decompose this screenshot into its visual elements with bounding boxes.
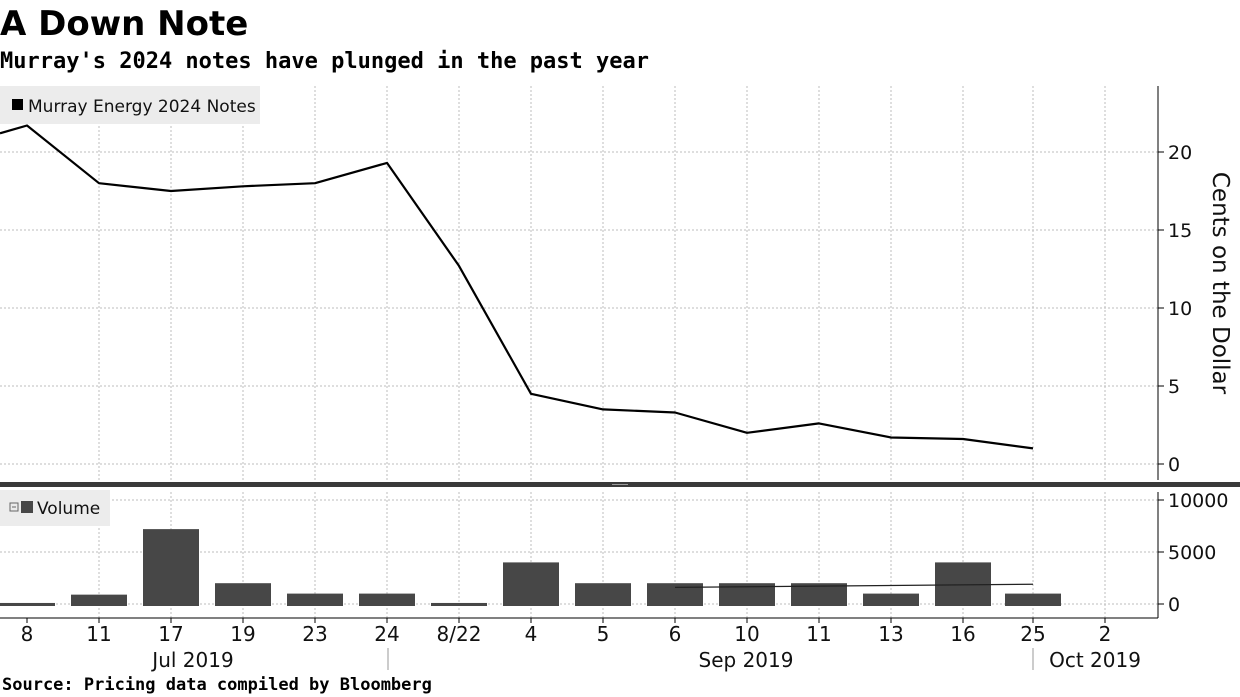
- volume-bar: [215, 583, 271, 606]
- volume-ytick-label: 10000: [1168, 490, 1228, 512]
- price-series-line: [0, 124, 1034, 450]
- month-label: Jul 2019: [150, 648, 233, 672]
- x-tick-label: 11: [806, 622, 831, 646]
- volume-bar: [359, 593, 415, 606]
- volume-bar: [791, 583, 847, 606]
- volume-ytick-label: 0: [1168, 594, 1180, 616]
- x-tick-label: 8/22: [437, 622, 482, 646]
- price-y-axis-label: Cents on the Dollar: [1207, 172, 1233, 395]
- price-ytick-label: 0: [1168, 454, 1180, 476]
- x-tick-label: 13: [878, 622, 903, 646]
- source-note: Source: Pricing data compiled by Bloombe…: [2, 675, 432, 695]
- volume-trend: [674, 583, 1034, 588]
- price-ytick-label: 5: [1168, 376, 1180, 398]
- price-ytick-label: 20: [1168, 142, 1192, 164]
- x-tick-label: 4: [525, 622, 538, 646]
- x-tick-label: 23: [302, 622, 327, 646]
- volume-bar: [719, 583, 775, 606]
- price-legend-box: [0, 86, 260, 124]
- price-ytick-label: 15: [1168, 220, 1192, 242]
- legends: Murray Energy 2024 Notes Volume: [0, 86, 260, 526]
- volume-bar: [863, 593, 919, 606]
- x-tick-label: 16: [950, 622, 975, 646]
- volume-bar: [143, 529, 199, 606]
- x-tick-label: 25: [1020, 622, 1045, 646]
- volume-ytick-label: 5000: [1168, 542, 1216, 564]
- x-tick-label: 24: [374, 622, 399, 646]
- month-label: Sep 2019: [699, 648, 794, 672]
- volume-bar: [575, 583, 631, 606]
- x-tick-label: 2: [1099, 622, 1112, 646]
- volume-legend-swatch: [21, 501, 33, 513]
- volume-bar: [287, 593, 343, 606]
- volume-bar: [1005, 593, 1061, 606]
- price-grid: [0, 86, 1158, 480]
- x-tick-label: 17: [158, 622, 183, 646]
- month-label: Oct 2019: [1049, 648, 1141, 672]
- x-tick-label: 8: [21, 622, 34, 646]
- volume-legend-label: Volume: [37, 499, 100, 519]
- x-tick-label: 19: [230, 622, 255, 646]
- volume-bar: [431, 602, 487, 606]
- chart-subtitle: Murray's 2024 notes have plunged in the …: [0, 49, 650, 74]
- volume-bar: [503, 562, 559, 606]
- x-axis: 8 11 17 19 23 24 8/22 4 5 6 10 11 13 16 25 2 Jul 2019 Sep…: [0, 617, 1158, 672]
- x-tick-label: 10: [734, 622, 759, 646]
- chart-title: A Down Note: [0, 4, 249, 44]
- volume-bars: [0, 529, 1061, 606]
- axes: 0 5 10 15 20 0 5000 10000 Cents on the Dollar: [0, 86, 1240, 618]
- volume-bar: [647, 583, 703, 606]
- price-legend-swatch: [12, 99, 23, 110]
- volume-bar: [71, 594, 127, 606]
- volume-trend-line: [674, 583, 1034, 588]
- price-ytick-label: 10: [1168, 298, 1192, 320]
- price-line: [0, 124, 1034, 450]
- x-tick-label: 11: [86, 622, 111, 646]
- volume-bar: [0, 602, 55, 606]
- price-legend-label: Murray Energy 2024 Notes: [28, 97, 256, 117]
- x-tick-label: 6: [669, 622, 682, 646]
- volume-legend-expand-icon: [9, 502, 19, 512]
- x-tick-label: 5: [597, 622, 610, 646]
